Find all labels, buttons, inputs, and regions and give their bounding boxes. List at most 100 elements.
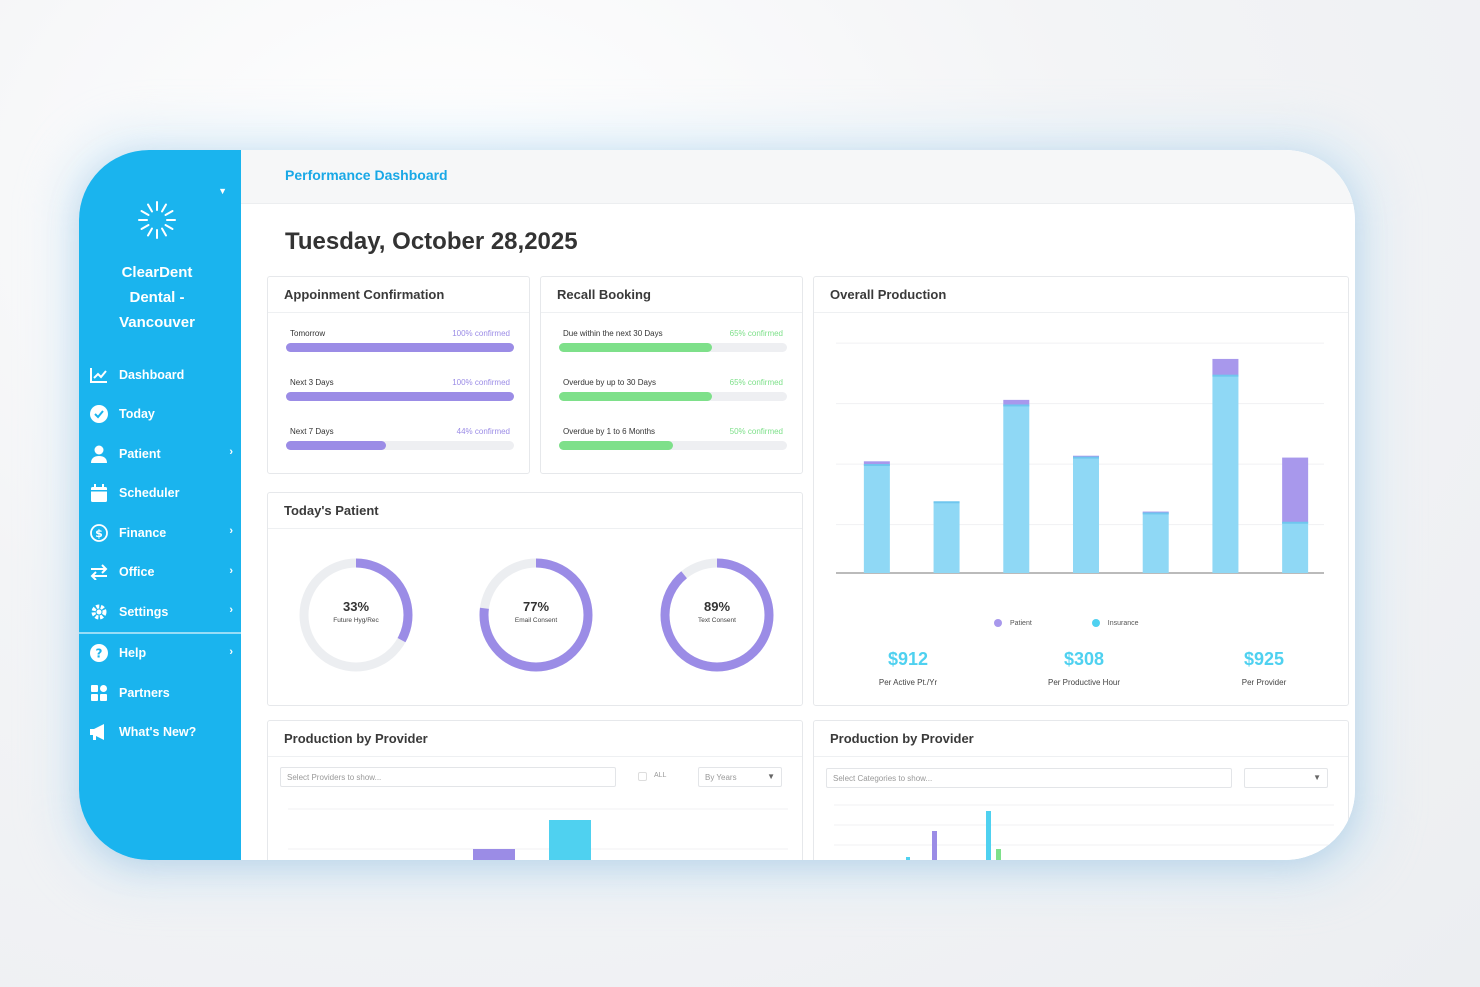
- row-label: Overdue by 1 to 6 Months: [563, 427, 656, 436]
- select-placeholder: Select Categories to show...: [833, 774, 933, 783]
- card-title: Production by Provider: [830, 731, 974, 746]
- page-title: Performance Dashboard: [285, 167, 448, 183]
- kpi-value: $912: [887, 649, 929, 669]
- sidebar-nav: Dashboard Today Patient › Scheduler: [79, 355, 241, 752]
- kpi-label: Per Active Pt./Yr: [878, 678, 938, 687]
- cleardent-logo-icon: [138, 201, 176, 239]
- sidebar-item-whats-new[interactable]: What's New?: [79, 713, 241, 753]
- bar-edge-4: [1142, 512, 1169, 515]
- bar-insurance-2: [1003, 405, 1030, 573]
- production-by-provider-chart-left: [288, 808, 788, 860]
- chevron-down-icon: ▼: [1313, 773, 1321, 782]
- sidebar-item-label: Office: [119, 565, 155, 580]
- clinic-name-line3: Vancouver: [119, 314, 195, 331]
- kpi-label: Per Provider: [1241, 678, 1287, 687]
- period-select[interactable]: By Years ▼: [698, 767, 782, 787]
- provider-select-input[interactable]: Select Providers to show...: [280, 767, 616, 787]
- select-placeholder: Select Providers to show...: [287, 773, 382, 782]
- row-label: Tomorrow: [290, 329, 326, 338]
- donut-label: Email Consent: [514, 617, 558, 624]
- row-label: Next 3 Days: [290, 378, 334, 387]
- sidebar-item-help[interactable]: ? Help ›: [79, 634, 241, 674]
- progress-fill: [286, 392, 514, 401]
- bar-insurance-1: [933, 502, 960, 573]
- recall-booking-card: Recall Booking Due within the next 30 Da…: [540, 276, 803, 474]
- sidebar-item-today[interactable]: Today: [79, 395, 241, 435]
- dollar-icon: $: [89, 523, 109, 543]
- row-status: 65% confirmed: [729, 378, 783, 387]
- category-period-select[interactable]: ▼: [1244, 768, 1328, 788]
- sidebar-item-settings[interactable]: Settings ›: [79, 592, 241, 632]
- user-icon: [89, 444, 109, 464]
- kpi-per-active-patient: $912 Per Active Pt./Yr: [838, 649, 978, 687]
- bar: [473, 849, 515, 860]
- chevron-right-icon: ›: [229, 645, 233, 658]
- calendar-icon: [89, 483, 109, 503]
- clinic-dropdown-icon[interactable]: ▼: [218, 186, 227, 196]
- sidebar-item-scheduler[interactable]: Scheduler: [79, 474, 241, 514]
- kpi-per-productive-hour: $308 Per Productive Hour: [1014, 649, 1154, 687]
- bar-insurance-3: [1073, 457, 1099, 573]
- bar-insurance-5: [1212, 375, 1239, 573]
- donut-arc: [660, 558, 774, 672]
- card-title: Today's Patient: [284, 503, 379, 518]
- donut-arc: [479, 558, 593, 672]
- grid-icon: [89, 683, 109, 703]
- kpi-value: $308: [1063, 649, 1105, 669]
- legend-patient-label: Patient: [1010, 619, 1032, 627]
- sidebar-item-label: Dashboard: [119, 367, 185, 382]
- row-label: Next 7 Days: [290, 427, 334, 436]
- main-content: Performance Dashboard Tuesday, October 2…: [241, 150, 1355, 860]
- bar-insurance-4: [1142, 513, 1169, 573]
- kpi-per-provider: $925 Per Provider: [1194, 649, 1334, 687]
- bar-patient-2: [1003, 399, 1030, 406]
- sidebar-item-label: Help: [119, 646, 147, 661]
- bar-patient-5: [1212, 358, 1239, 376]
- progress-fill: [559, 441, 673, 450]
- all-checkbox-label: ALL: [654, 772, 667, 779]
- production-by-provider-card-left: Production by Provider Select Providers …: [267, 720, 803, 860]
- sidebar-item-label: Today: [119, 407, 155, 422]
- sidebar-item-office[interactable]: Office ›: [79, 553, 241, 593]
- svg-text:?: ?: [96, 647, 103, 661]
- kpi-value: $925: [1243, 649, 1285, 669]
- sidebar-item-finance[interactable]: $ Finance ›: [79, 513, 241, 553]
- card-title: Overall Production: [830, 287, 947, 302]
- overall-production-card: Overall Production Patient Insurance $91…: [813, 276, 1349, 706]
- sidebar-item-patient[interactable]: Patient ›: [79, 434, 241, 474]
- bar-edge-1: [933, 501, 960, 504]
- gear-icon: [89, 602, 109, 622]
- help-icon: ?: [89, 643, 109, 663]
- check-circle-icon: [89, 404, 109, 424]
- donut-future-hyg: 33% Future Hyg/Rec: [296, 555, 416, 675]
- overall-production-chart: [836, 342, 1324, 574]
- category-select-input[interactable]: Select Categories to show...: [826, 768, 1232, 788]
- donut-text-consent: 89% Text Consent: [657, 555, 777, 675]
- arrows-icon: [89, 562, 109, 582]
- svg-text:$: $: [95, 527, 103, 540]
- kpi-label: Per Productive Hour: [1047, 678, 1121, 687]
- sidebar-item-label: Patient: [119, 446, 161, 461]
- sidebar-divider: [79, 631, 241, 634]
- sidebar: ▼ ClearDent Dental - Vancouver Dashboard: [79, 150, 241, 860]
- row-status: 65% confirmed: [729, 329, 783, 338]
- card-title: Appoinment Confirmation: [284, 287, 445, 302]
- progress-fill: [559, 392, 712, 401]
- sidebar-item-dashboard[interactable]: Dashboard: [79, 355, 241, 395]
- chevron-right-icon: ›: [229, 604, 233, 616]
- donut-percent: 33%: [342, 599, 370, 614]
- sidebar-item-label: Partners: [119, 685, 170, 700]
- bar-edge-3: [1073, 456, 1099, 459]
- progress-fill: [559, 343, 712, 352]
- progress-fill: [286, 343, 514, 352]
- top-bar: Performance Dashboard: [241, 150, 1355, 204]
- donut-label: Future Hyg/Rec: [333, 617, 379, 624]
- card-title: Recall Booking: [557, 287, 651, 302]
- all-checkbox[interactable]: [638, 772, 647, 781]
- chevron-right-icon: ›: [229, 446, 233, 458]
- todays-patient-card: Today's Patient 33% Future Hyg/Rec 77% E…: [267, 492, 803, 706]
- sidebar-item-partners[interactable]: Partners: [79, 673, 241, 713]
- donut-label: Text Consent: [698, 617, 736, 624]
- clinic-name-line1: ClearDent: [121, 264, 193, 281]
- select-value: By Years: [705, 773, 737, 782]
